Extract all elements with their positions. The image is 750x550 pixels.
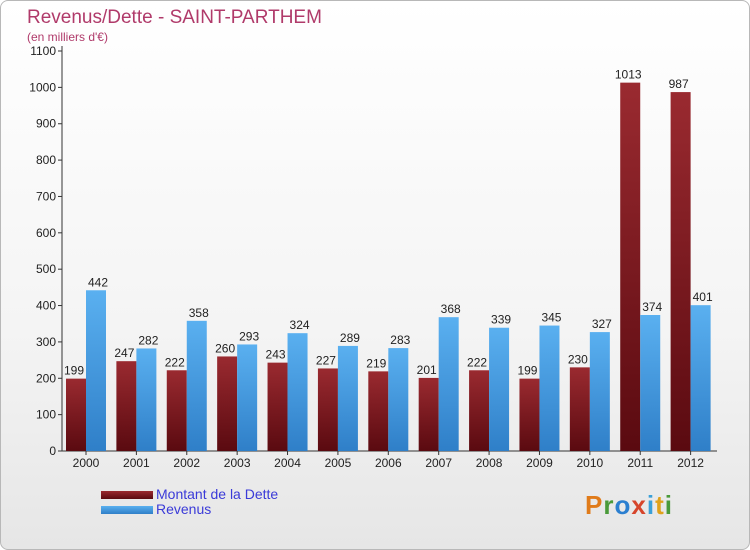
proxiti-logo: Proxiti bbox=[585, 490, 673, 521]
x-tick-label: 2011 bbox=[627, 456, 653, 470]
x-tick-label: 2008 bbox=[476, 456, 503, 470]
y-tick-label: 100 bbox=[36, 408, 56, 422]
data-label-dette: 222 bbox=[165, 355, 185, 369]
y-tick-label: 1000 bbox=[29, 80, 56, 94]
x-tick-label: 2007 bbox=[425, 456, 452, 470]
logo-letter: i bbox=[646, 490, 656, 520]
bar-revenus bbox=[539, 325, 560, 451]
legend-swatch-dette bbox=[101, 491, 153, 499]
bar-dette bbox=[116, 361, 137, 451]
data-label-dette: 1013 bbox=[615, 68, 642, 82]
data-label-revenus: 358 bbox=[189, 306, 209, 320]
data-label-revenus: 345 bbox=[541, 311, 561, 325]
data-label-dette: 230 bbox=[568, 352, 588, 366]
x-tick-label: 2004 bbox=[274, 456, 301, 470]
data-label-revenus: 339 bbox=[491, 313, 511, 327]
x-tick-label: 2009 bbox=[526, 456, 553, 470]
y-tick-label: 0 bbox=[49, 444, 56, 458]
y-tick-label: 600 bbox=[36, 226, 56, 240]
bar-revenus bbox=[287, 333, 308, 451]
data-label-dette: 199 bbox=[517, 364, 537, 378]
data-label-dette: 987 bbox=[669, 77, 689, 91]
logo-letter: o bbox=[614, 490, 632, 520]
x-tick-label: 2005 bbox=[325, 456, 352, 470]
data-label-dette: 201 bbox=[417, 363, 437, 377]
data-label-revenus: 368 bbox=[441, 302, 461, 316]
data-label-revenus: 401 bbox=[693, 290, 713, 304]
bar-dette bbox=[519, 378, 540, 451]
bar-dette bbox=[368, 371, 389, 451]
data-label-dette: 222 bbox=[467, 355, 487, 369]
bar-dette bbox=[166, 370, 187, 451]
x-tick-label: 2002 bbox=[173, 456, 200, 470]
data-label-dette: 243 bbox=[266, 348, 286, 362]
logo-letter: i bbox=[664, 490, 673, 520]
chart-subtitle: (en milliers d'€) bbox=[27, 30, 108, 44]
data-label-revenus: 324 bbox=[290, 318, 310, 332]
y-tick-label: 200 bbox=[36, 371, 56, 385]
bar-dette bbox=[620, 82, 641, 452]
bar-revenus bbox=[237, 344, 258, 451]
x-tick-label: 2000 bbox=[73, 456, 100, 470]
y-tick-label: 500 bbox=[36, 262, 56, 276]
data-label-revenus: 282 bbox=[138, 333, 158, 347]
y-tick-label: 300 bbox=[36, 335, 56, 349]
data-label-dette: 247 bbox=[114, 346, 134, 360]
x-tick-label: 2006 bbox=[375, 456, 402, 470]
logo-letter: r bbox=[603, 490, 615, 520]
bar-revenus bbox=[589, 332, 610, 451]
logo-letter: t bbox=[655, 490, 665, 520]
x-tick-label: 2003 bbox=[224, 456, 251, 470]
data-label-revenus: 374 bbox=[642, 300, 662, 314]
data-label-revenus: 283 bbox=[390, 333, 410, 347]
y-tick-label: 1100 bbox=[30, 44, 56, 58]
bar-dette bbox=[267, 362, 288, 451]
logo-letter: x bbox=[631, 490, 647, 520]
legend-label-dette: Montant de la Dette bbox=[156, 486, 279, 502]
bar-revenus bbox=[690, 305, 711, 451]
y-tick-label: 700 bbox=[36, 189, 56, 203]
x-tick-label: 2012 bbox=[677, 456, 704, 470]
y-tick-label: 800 bbox=[36, 153, 56, 167]
data-label-revenus: 442 bbox=[88, 275, 108, 289]
chart-title: Revenus/Dette - SAINT-PARTHEM bbox=[27, 7, 322, 28]
legend-swatch-revenus bbox=[101, 506, 153, 514]
bar-revenus bbox=[640, 315, 661, 451]
bar-revenus bbox=[136, 348, 157, 451]
bar-dette bbox=[66, 378, 86, 451]
x-tick-label: 2010 bbox=[576, 456, 603, 470]
bar-dette bbox=[670, 92, 691, 451]
bar-dette bbox=[317, 368, 338, 451]
x-tick-label: 2001 bbox=[123, 456, 150, 470]
data-label-dette: 219 bbox=[366, 356, 386, 370]
data-label-revenus: 289 bbox=[340, 331, 360, 345]
bar-dette bbox=[469, 370, 490, 451]
bar-dette bbox=[217, 356, 238, 451]
bar-revenus bbox=[388, 348, 409, 451]
bar-dette bbox=[418, 377, 439, 451]
data-label-revenus: 327 bbox=[592, 317, 612, 331]
data-label-dette: 227 bbox=[316, 353, 336, 367]
data-label-dette: 260 bbox=[215, 341, 235, 355]
y-tick-label: 400 bbox=[36, 299, 56, 313]
bar-revenus bbox=[86, 290, 106, 451]
bar-dette bbox=[569, 367, 590, 451]
legend-label-revenus: Revenus bbox=[156, 501, 212, 517]
data-label-revenus: 293 bbox=[239, 329, 259, 343]
bar-revenus bbox=[489, 327, 510, 451]
logo-letter: P bbox=[585, 490, 604, 520]
bar-revenus bbox=[337, 345, 358, 451]
data-label-dette: 199 bbox=[64, 364, 84, 378]
y-tick-label: 900 bbox=[36, 117, 56, 131]
bar-revenus bbox=[186, 320, 207, 451]
bar-revenus bbox=[438, 317, 459, 451]
